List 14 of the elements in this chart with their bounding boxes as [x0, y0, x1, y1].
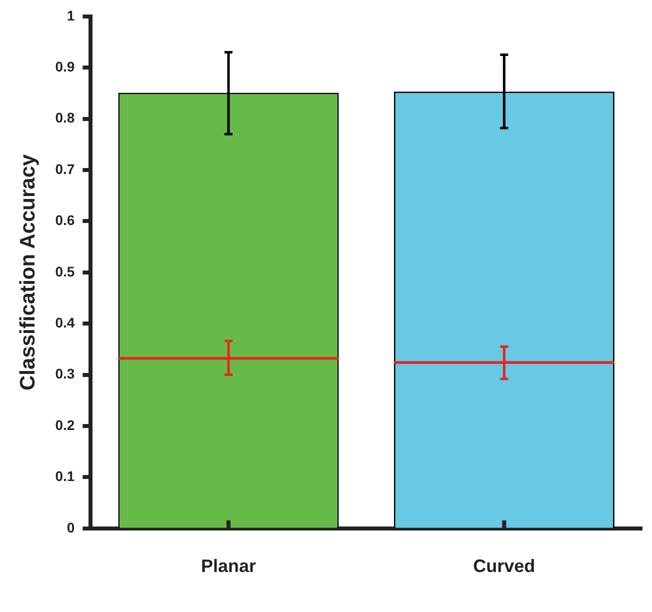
x-tick-label: Planar	[200, 556, 256, 576]
y-tick-label: 0.9	[55, 58, 75, 74]
y-tick-label: 0	[66, 519, 75, 536]
y-tick-label: 0.1	[55, 468, 75, 484]
y-tick-label: 0.8	[55, 110, 75, 126]
y-tick-label: 0.6	[55, 212, 75, 228]
y-tick-label: 0.7	[55, 160, 75, 177]
x-tick-label: Curved	[473, 556, 536, 576]
y-tick-label: 0.4	[55, 314, 75, 330]
y-axis-title: Classification Accuracy	[16, 154, 40, 390]
y-tick-label: 0.5	[55, 263, 75, 280]
y-tick-label: 0.3	[55, 366, 75, 382]
y-tick-label: 1	[66, 7, 75, 24]
y-tick-label: 0.2	[55, 416, 75, 433]
